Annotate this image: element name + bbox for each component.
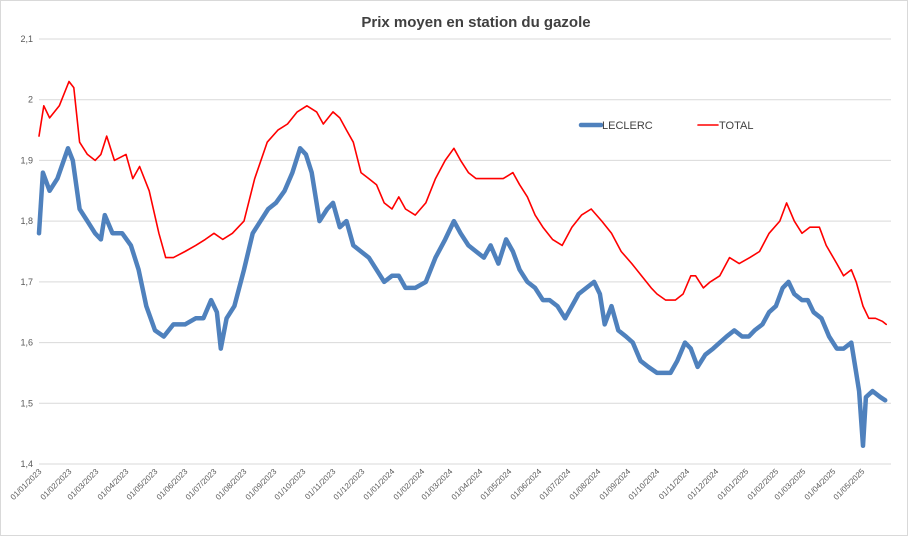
legend: LECLERC TOTAL xyxy=(578,120,753,132)
y-axis-ticks: 1,4 1,5 1,6 1,7 1,8 1,9 2 2,1 xyxy=(20,34,33,469)
x-axis-ticks: 01/01/202301/02/202301/03/202301/04/2023… xyxy=(9,467,867,502)
series-lines xyxy=(36,80,888,449)
y-tick-label: 1,4 xyxy=(20,459,33,469)
x-tick-label: 01/05/2025 xyxy=(832,467,867,502)
y-tick-label: 1,9 xyxy=(20,155,33,165)
y-tick-label: 2 xyxy=(28,95,33,105)
y-tick-label: 2,1 xyxy=(20,34,33,44)
x-tick-label: 01/10/2023 xyxy=(273,467,308,502)
x-tick-label: 01/10/2024 xyxy=(627,467,662,502)
series-line-leclerc xyxy=(36,146,888,449)
y-tick-label: 1,5 xyxy=(20,398,33,408)
chart-title: Prix moyen en station du gazole xyxy=(361,14,590,31)
y-tick-label: 1,6 xyxy=(20,338,33,348)
legend-label-total: TOTAL xyxy=(719,120,753,132)
series-line-total xyxy=(38,80,888,326)
y-tick-label: 1,8 xyxy=(20,216,33,226)
y-tick-label: 1,7 xyxy=(20,277,33,287)
gridlines xyxy=(39,38,891,465)
legend-label-leclerc: LECLERC xyxy=(602,120,653,132)
